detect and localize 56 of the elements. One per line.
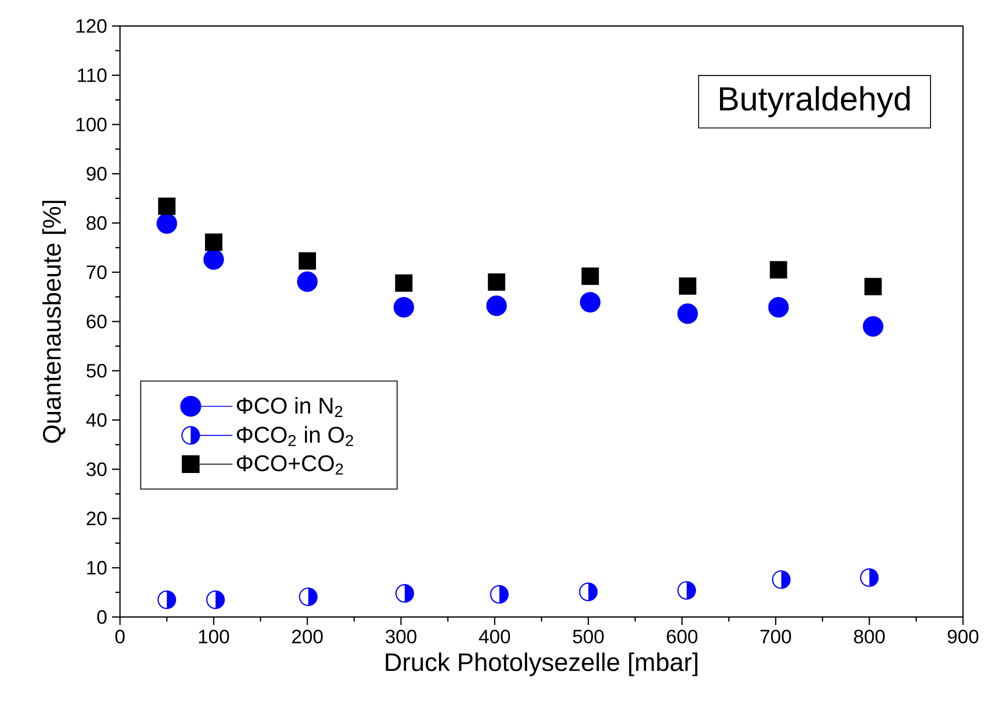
point bbox=[156, 213, 178, 234]
point bbox=[582, 268, 599, 285]
x-tick-label: 100 bbox=[199, 630, 230, 644]
point bbox=[677, 581, 696, 600]
point bbox=[394, 296, 414, 318]
y-tick-label: 100 bbox=[76, 118, 107, 132]
y-tick-label: 20 bbox=[86, 512, 107, 526]
y-tick-label: 50 bbox=[86, 364, 107, 378]
point bbox=[490, 585, 509, 604]
point bbox=[860, 568, 879, 587]
legend-label: ΦCO$_{2}$ in O$_{2}$ bbox=[236, 426, 354, 446]
y-tick-label: 90 bbox=[86, 166, 107, 181]
point bbox=[486, 295, 507, 316]
y-tick-label: 70 bbox=[86, 265, 107, 280]
y-tick-label: 40 bbox=[86, 413, 107, 427]
point bbox=[864, 278, 882, 296]
x-tick-label: 600 bbox=[666, 630, 698, 644]
x-tick-label: 300 bbox=[386, 630, 416, 644]
x-tick-label: 800 bbox=[854, 630, 885, 644]
point bbox=[395, 274, 412, 292]
point bbox=[770, 261, 788, 278]
x-tick-label: 0 bbox=[115, 630, 125, 644]
point bbox=[772, 570, 791, 589]
point bbox=[205, 234, 222, 251]
y-tick-label: 10 bbox=[87, 560, 107, 575]
point bbox=[203, 249, 224, 270]
x-tick-label: 400 bbox=[478, 630, 510, 644]
x-tick-label: 500 bbox=[572, 630, 604, 644]
point bbox=[488, 273, 506, 291]
point bbox=[206, 590, 225, 610]
legend-label: ΦCO+CO$_{2}$ bbox=[236, 455, 343, 475]
point bbox=[298, 252, 316, 270]
x-axis-title: Druck Photolysezelle [mbar] bbox=[386, 652, 698, 676]
point bbox=[158, 198, 176, 215]
y-tick-label: 60 bbox=[86, 314, 107, 328]
point bbox=[297, 271, 318, 292]
y-tick-label: 80 bbox=[86, 216, 107, 230]
point bbox=[677, 303, 698, 324]
y-tick-label: 0 bbox=[97, 610, 107, 624]
point bbox=[678, 277, 696, 295]
x-tick-label: 700 bbox=[760, 630, 792, 644]
point bbox=[395, 584, 414, 603]
point bbox=[158, 590, 176, 610]
y-tick-label: 110 bbox=[78, 68, 107, 82]
y-axis-title: Quantenausbeute [%] bbox=[42, 200, 66, 443]
point bbox=[298, 587, 318, 606]
y-tick-label: 120 bbox=[76, 19, 107, 33]
legend-label: ΦCO in N$_{2}$ bbox=[236, 397, 342, 417]
text: Butyraldehyd bbox=[720, 86, 910, 118]
point bbox=[579, 582, 598, 602]
point bbox=[768, 296, 789, 318]
x-tick-label: 200 bbox=[292, 630, 323, 644]
x-tick-label: 900 bbox=[948, 630, 978, 644]
point bbox=[862, 316, 884, 337]
y-tick-label: 30 bbox=[86, 462, 107, 476]
point bbox=[580, 292, 600, 313]
